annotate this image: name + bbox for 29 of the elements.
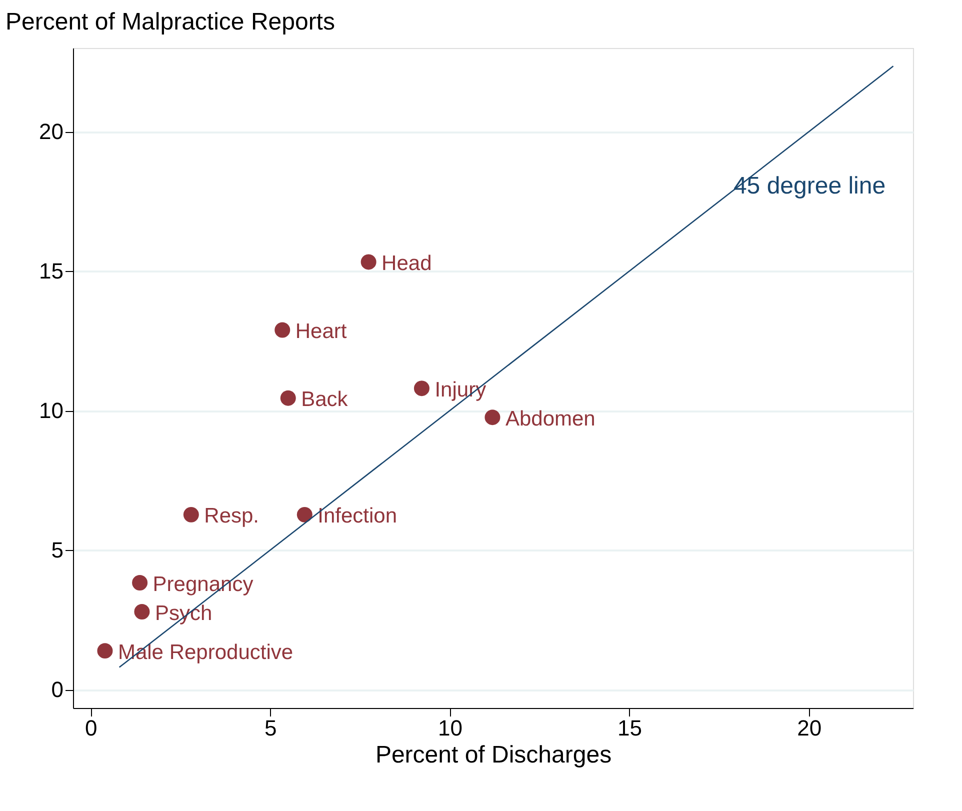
x-tick-label: 20: [797, 716, 822, 740]
point: [132, 575, 148, 590]
data-label: Heart: [295, 320, 347, 344]
data-label: Head: [382, 252, 432, 275]
x-tick-label: 5: [264, 716, 277, 740]
point: [414, 380, 430, 396]
point: [183, 506, 199, 522]
x-tick-label: 10: [438, 716, 462, 740]
point: [360, 254, 376, 270]
point: [274, 322, 290, 338]
x-tick-label: 15: [618, 716, 642, 740]
y-tick-label: 15: [39, 258, 64, 284]
x-tick-label: 0: [84, 716, 98, 740]
point: [296, 506, 312, 522]
y-tick-label: 20: [39, 119, 64, 144]
x-axis-title: Percent of Discharges: [375, 742, 612, 768]
y-tick-label: 10: [39, 398, 64, 424]
y-tick-label: 0: [51, 677, 64, 702]
y-axis-title: Percent of Malpractice Reports: [6, 8, 335, 36]
data-label: Abdomen: [505, 407, 596, 430]
data-label: Back: [301, 388, 348, 412]
y-tick-label: 5: [51, 538, 64, 563]
point: [134, 604, 150, 620]
data-label: Resp.: [204, 504, 260, 528]
point: [97, 643, 113, 659]
data-label: Infection: [318, 504, 398, 528]
series-label: 45 degree line: [733, 172, 886, 200]
point: [484, 410, 500, 426]
point: [280, 390, 296, 406]
